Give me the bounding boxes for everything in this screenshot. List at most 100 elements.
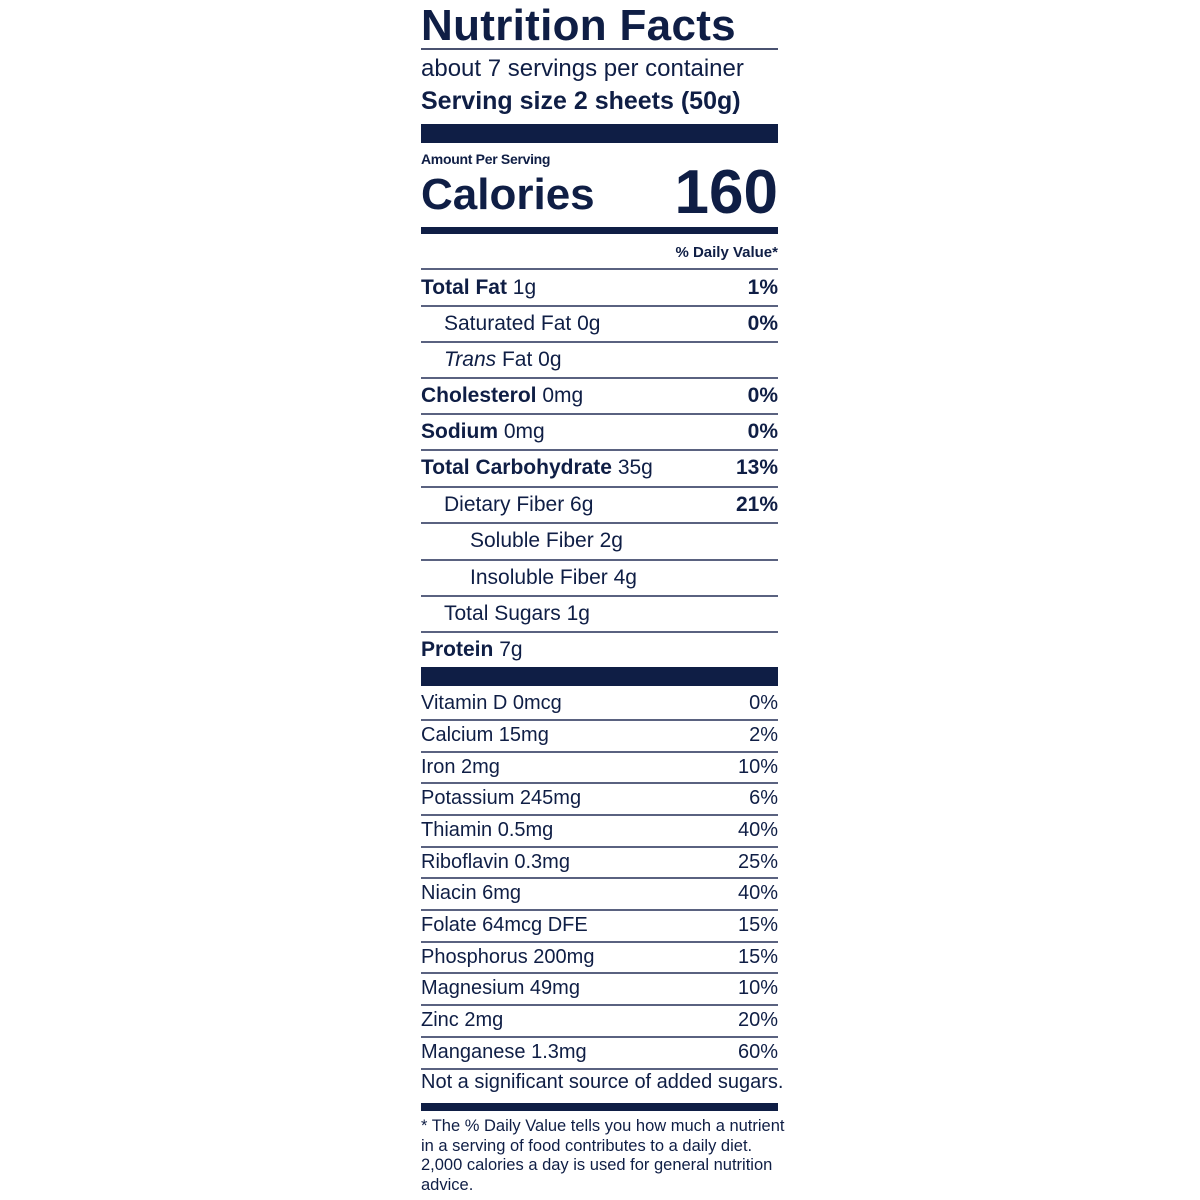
vitamin-row: Niacin 6mg 40% (421, 878, 778, 909)
nutrient-name: Total Carbohydrate (421, 456, 612, 479)
divider (421, 751, 778, 753)
vitamin-dv: 25% (737, 851, 778, 873)
nutrient-name: Soluble Fiber (470, 529, 594, 552)
vitamin-name: Magnesium 49mg (421, 977, 580, 999)
nutrient-row-total-carbohydrate: Total Carbohydrate 35g 13% (421, 450, 778, 486)
nutrient-row-sodium: Sodium 0mg 0% (421, 414, 778, 450)
nutrient-amount: 2g (599, 529, 623, 552)
nutrient-dv: 0% (747, 312, 778, 335)
nutrient-amount: 0g (577, 312, 601, 335)
divider (421, 413, 778, 415)
nutrient-row-saturated-fat: Saturated Fat 0g 0% (421, 306, 778, 342)
divider (421, 631, 778, 633)
nutrient-name-italic: Trans (444, 348, 497, 371)
vitamin-name: Zinc 2mg (421, 1009, 504, 1031)
nutrient-row-insoluble-fiber: Insoluble Fiber 4g (421, 560, 778, 596)
nutrient-row-total-fat: Total Fat 1g 1% (421, 270, 778, 306)
divider (421, 782, 778, 784)
vitamin-name: Thiamin 0.5mg (421, 819, 554, 841)
divider (421, 595, 778, 597)
vitamin-dv: 0% (749, 692, 778, 714)
nutrient-row-soluble-fiber: Soluble Fiber 2g (421, 523, 778, 559)
divider (421, 48, 778, 50)
vitamin-dv: 15% (737, 914, 778, 936)
vitamin-row: Calcium 15mg 2% (421, 720, 778, 751)
nutrient-row-protein: Protein 7g (421, 632, 778, 668)
vitamin-dv: 60% (737, 1041, 778, 1063)
nutrient-dv: 21% (735, 493, 778, 516)
vitamin-dv: 20% (737, 1009, 778, 1031)
nutrient-name: Saturated Fat (444, 312, 572, 335)
vitamin-row: Iron 2mg 10% (421, 752, 778, 783)
vitamin-dv: 15% (737, 946, 778, 968)
nutrient-name: Total Sugars (444, 602, 561, 625)
vitamin-row: Magnesium 49mg 10% (421, 973, 778, 1004)
nutrient-amount: 6g (570, 493, 594, 516)
amount-per-serving: Amount Per Serving (421, 151, 551, 167)
divider (421, 377, 778, 379)
vitamin-row: Folate 64mcg DFE 15% (421, 910, 778, 941)
vitamin-row: Potassium 245mg 6% (421, 783, 778, 814)
divider (421, 341, 778, 343)
vitamin-row: Thiamin 0.5mg 40% (421, 815, 778, 846)
nutrient-row-cholesterol: Cholesterol 0mg 0% (421, 378, 778, 414)
vitamin-dv: 40% (737, 819, 778, 841)
nutrient-row-trans-fat: Trans Fat 0g (421, 342, 778, 378)
vitamin-name: Folate 64mcg DFE (421, 914, 588, 936)
thick-divider (421, 667, 778, 686)
vitamin-dv: 10% (737, 977, 778, 999)
vitamin-name: Iron 2mg (421, 756, 500, 778)
divider (421, 522, 778, 524)
calories-value: 160 (674, 158, 778, 227)
nutrient-name: Total Fat (421, 276, 507, 299)
divider (421, 909, 778, 911)
nutrient-name: Sodium (421, 420, 498, 443)
nutrient-name: Dietary Fiber (444, 493, 565, 516)
calories-label: Calories (421, 170, 595, 219)
divider (421, 941, 778, 943)
vitamin-row: Zinc 2mg 20% (421, 1005, 778, 1036)
servings-per-container: about 7 servings per container (421, 55, 744, 82)
divider (421, 486, 778, 488)
vitamin-row: Vitamin D 0mcg 0% (421, 688, 778, 719)
thick-divider (421, 124, 778, 143)
nutrient-dv: 1% (747, 276, 778, 299)
divider (421, 268, 778, 270)
vitamin-name: Vitamin D 0mcg (421, 692, 562, 714)
nutrient-dv: 0% (747, 384, 778, 407)
vitamin-dv: 2% (749, 724, 778, 746)
vitamin-name: Niacin 6mg (421, 882, 522, 904)
divider (421, 559, 778, 561)
divider (421, 305, 778, 307)
vitamin-row: Phosphorus 200mg 15% (421, 942, 778, 973)
vitamin-name: Riboflavin 0.3mg (421, 851, 570, 873)
vitamin-name: Phosphorus 200mg (421, 946, 595, 968)
vitamin-name: Potassium 245mg (421, 787, 582, 809)
label-title: Nutrition Facts (421, 1, 736, 50)
divider (421, 877, 778, 879)
divider (421, 972, 778, 974)
vitamin-dv: 40% (737, 882, 778, 904)
medium-divider (421, 227, 778, 234)
nutrient-amount: 0g (538, 348, 562, 371)
nutrient-name: Cholesterol (421, 384, 537, 407)
nutrient-name: Protein (421, 638, 494, 661)
medium-divider (421, 1103, 778, 1111)
nutrient-amount: 4g (613, 566, 637, 589)
nutrient-amount: 0mg (503, 420, 545, 443)
nutrient-amount: 0mg (542, 384, 584, 407)
serving-size: Serving size 2 sheets (50g) (421, 87, 741, 115)
added-sugars-note: Not a significant source of added sugars… (421, 1071, 784, 1093)
divider (421, 1068, 778, 1070)
nutrient-amount: 1g (512, 276, 537, 299)
divider (421, 1004, 778, 1006)
nutrient-amount: 35g (617, 456, 653, 479)
divider (421, 846, 778, 848)
nutrient-name: Insoluble Fiber (470, 566, 608, 589)
daily-value-footnote: * The % Daily Value tells you how much a… (421, 1117, 785, 1194)
nutrient-amount: 7g (499, 638, 523, 661)
divider (421, 1036, 778, 1038)
divider (421, 449, 778, 451)
nutrient-amount: 1g (566, 602, 590, 625)
nutrient-dv: 0% (747, 420, 778, 443)
